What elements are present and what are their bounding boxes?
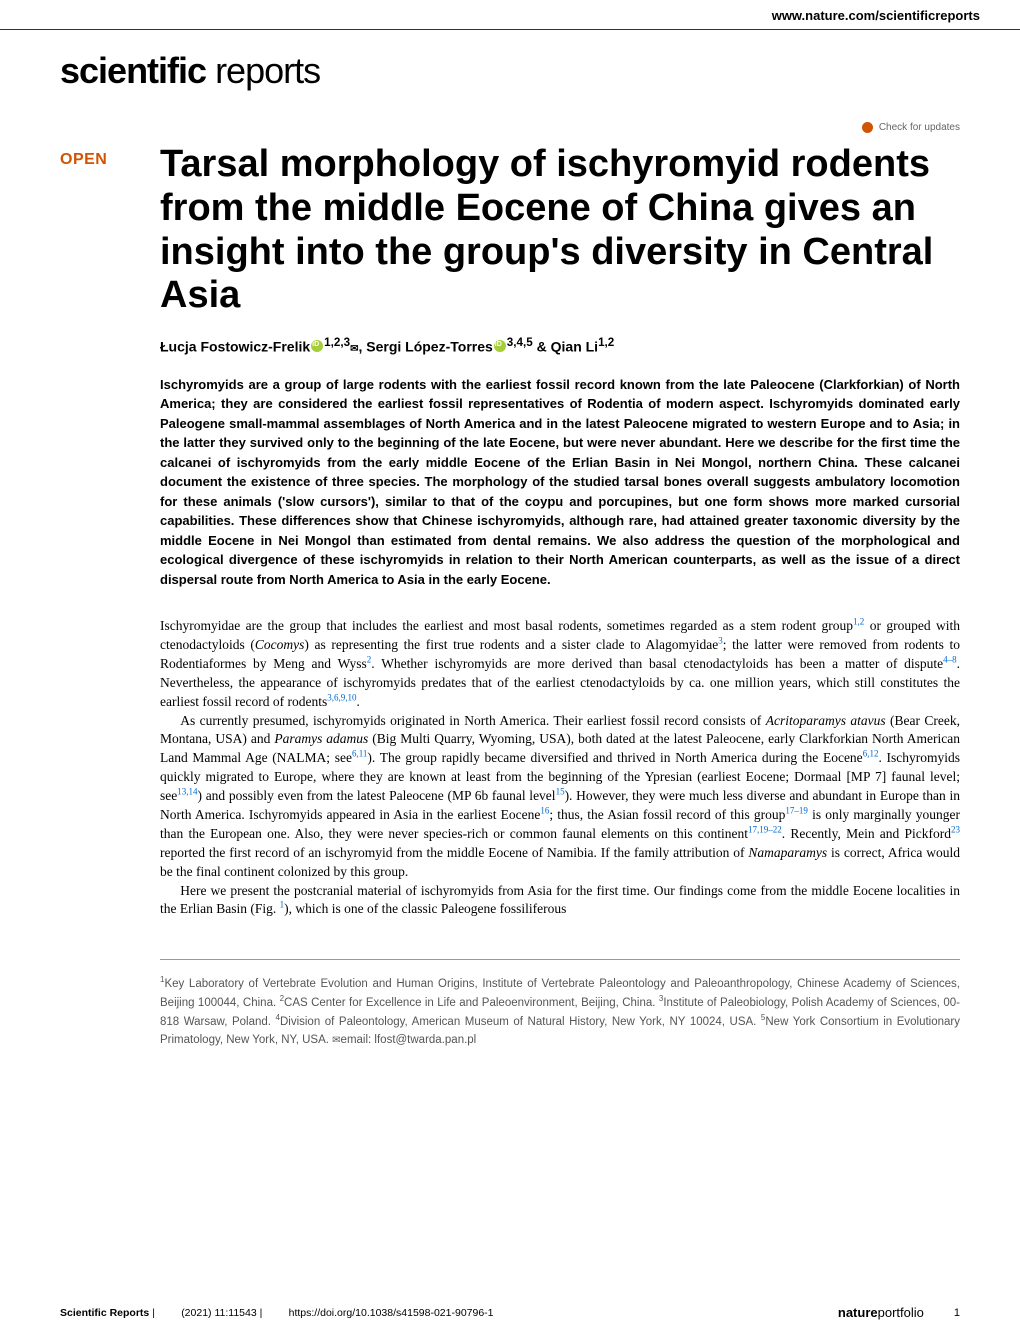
author-1-aff: 1,2,3	[324, 336, 350, 349]
author-3: & Qian Li	[533, 339, 598, 355]
ref-link[interactable]: 16	[540, 805, 549, 815]
ref-link[interactable]: 6,11	[352, 749, 367, 759]
ref-link[interactable]: 6,12	[863, 749, 879, 759]
paragraph-1: Ischyromyidae are the group that include…	[160, 617, 960, 711]
footer-citation: (2021) 11:11543	[181, 1307, 257, 1319]
author-1: Łucja Fostowicz-Frelik	[160, 339, 310, 355]
journal-logo: scientific reports	[0, 30, 1020, 122]
ref-link[interactable]: 17,19–22	[748, 824, 782, 834]
ref-link[interactable]: 3,6,9,10	[327, 692, 356, 702]
author-2-aff: 3,4,5	[507, 336, 533, 349]
paragraph-3: Here we present the postcranial material…	[160, 882, 960, 920]
check-updates-icon	[862, 122, 873, 133]
affiliations: 1Key Laboratory of Vertebrate Evolution …	[160, 959, 960, 1048]
page-footer: Scientific Reports | (2021) 11:11543 | h…	[0, 1293, 1020, 1340]
footer-doi[interactable]: https://doi.org/10.1038/s41598-021-90796…	[289, 1307, 494, 1319]
author-2: , Sergi López-Torres	[358, 339, 492, 355]
orcid-icon[interactable]	[494, 340, 506, 352]
logo-part1: scientific	[60, 50, 206, 91]
page-number: 1	[954, 1307, 960, 1319]
corresponding-email[interactable]: lfost@twarda.pan.pl	[374, 1034, 476, 1046]
open-access-badge: OPEN	[60, 151, 160, 169]
check-updates-label: Check for updates	[879, 122, 960, 133]
ref-link[interactable]: 23	[951, 824, 960, 834]
nature-portfolio-logo: natureportfolio	[838, 1305, 924, 1320]
ref-link[interactable]: 15	[556, 787, 565, 797]
ref-link[interactable]: 17–19	[785, 805, 808, 815]
author-3-aff: 1,2	[598, 336, 614, 349]
ref-link[interactable]: 4–8	[943, 654, 957, 664]
orcid-icon[interactable]	[311, 340, 323, 352]
body-text: Ischyromyidae are the group that include…	[160, 617, 960, 919]
abstract: Ischyromyids are a group of large rodent…	[160, 375, 960, 590]
logo-part2: reports	[206, 50, 320, 91]
check-updates-button[interactable]: Check for updates	[0, 122, 1020, 143]
article-title: Tarsal morphology of ischyromyid rodents…	[160, 143, 960, 318]
ref-link[interactable]: 1,2	[853, 617, 864, 627]
paragraph-2: As currently presumed, ischyromyids orig…	[160, 712, 960, 882]
authors-line: Łucja Fostowicz-Frelik1,2,3✉, Sergi Lópe…	[160, 336, 960, 355]
footer-journal: Scientific Reports	[60, 1307, 149, 1319]
header-url: www.nature.com/scientificreports	[0, 0, 1020, 30]
ref-link[interactable]: 13,14	[177, 787, 197, 797]
